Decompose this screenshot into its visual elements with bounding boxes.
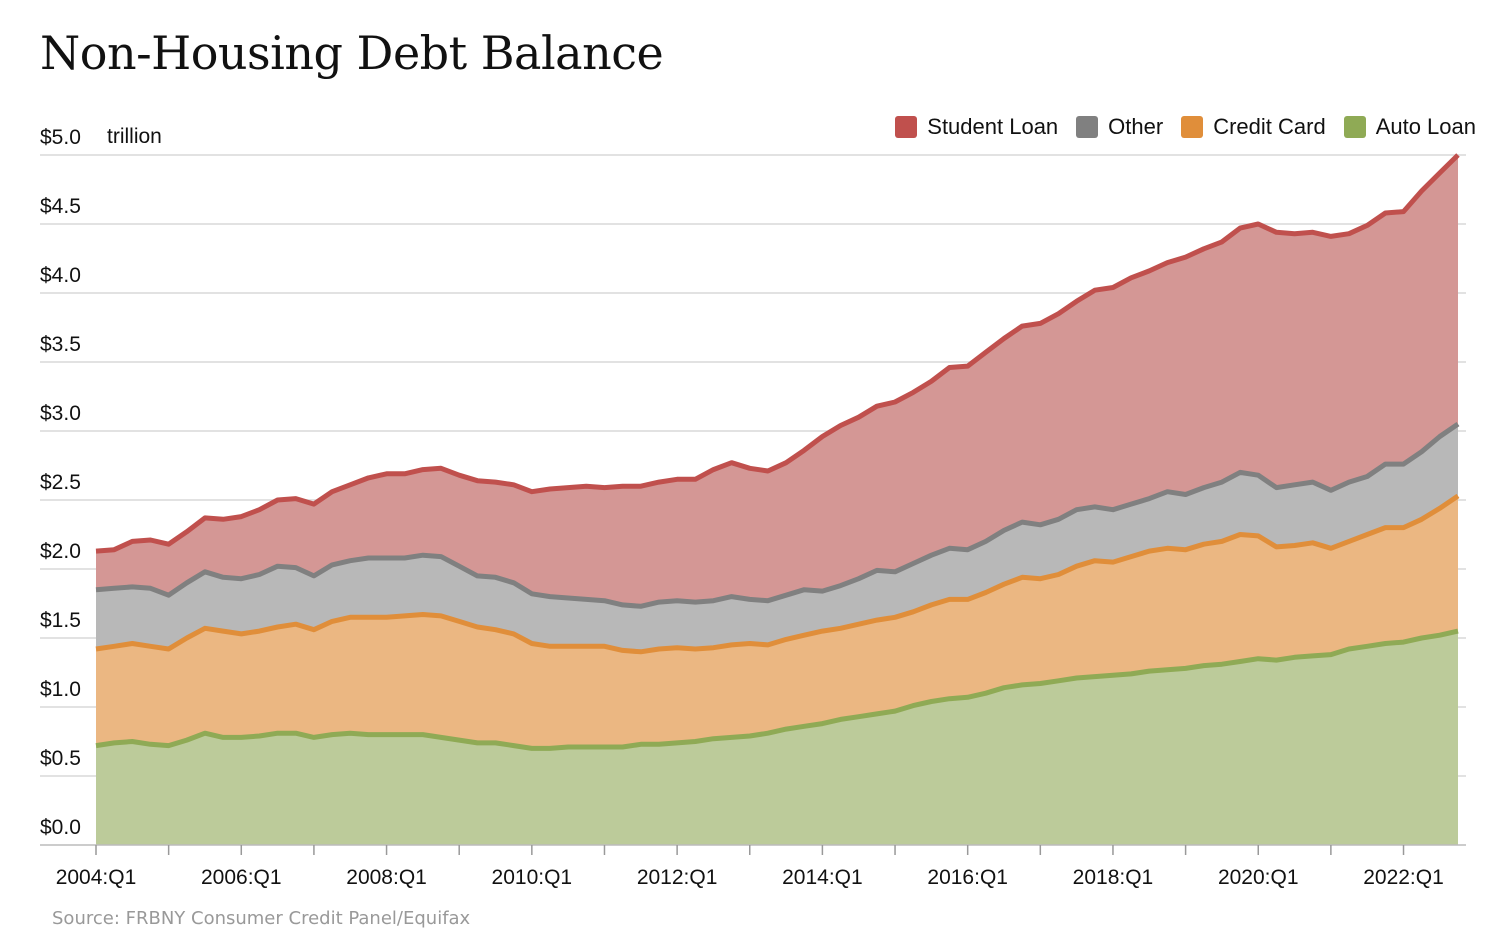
x-tick-label: 2018:Q1 (1073, 866, 1154, 889)
legend-item-student-loan: Student Loan (895, 114, 1058, 140)
legend-item-credit-card: Credit Card (1181, 114, 1326, 140)
y-tick-label: $0.0 (40, 816, 81, 839)
area-credit-card (96, 495, 1458, 749)
legend-swatch-other (1076, 116, 1099, 138)
legend-label-student-loan: Student Loan (927, 114, 1059, 139)
y-tick-label: $1.0 (40, 678, 81, 701)
legend-swatch-credit-card (1181, 116, 1204, 138)
legend: Student Loan Other Credit Card Auto Loan (895, 114, 1476, 140)
line-other (95, 422, 1460, 609)
legend-label-other: Other (1108, 114, 1164, 139)
x-tick-label: 2008:Q1 (346, 866, 427, 889)
y-tick-label: $0.5 (40, 747, 81, 770)
area-layers (96, 155, 1458, 845)
legend-label-credit-card: Credit Card (1213, 114, 1326, 139)
x-tick-label: 2022:Q1 (1363, 866, 1444, 889)
x-tick-label: 2004:Q1 (56, 866, 137, 889)
x-tick-label: 2020:Q1 (1218, 866, 1299, 889)
source-note: Source: FRBNY Consumer Credit Panel/Equi… (52, 908, 471, 929)
x-tick-label: 2012:Q1 (637, 866, 718, 889)
area-auto-loan (96, 631, 1458, 845)
y-tick-label: $5.0 (40, 126, 81, 149)
axes: $0.0 $0.5 $1.0 $1.5 $2.0 $2.5 $3.0 $3.5 $4.0 $4.5… (40, 126, 1466, 889)
legend-swatch-auto-loan (1343, 116, 1366, 138)
legend-swatch-student-loan (895, 116, 918, 138)
x-tick-label: 2016:Q1 (927, 866, 1008, 889)
area-other (96, 424, 1458, 652)
area-student-loan (96, 155, 1458, 607)
x-tick-label: 2014:Q1 (782, 866, 863, 889)
y-tick-label: $1.5 (40, 609, 81, 632)
line-credit-card (95, 493, 1460, 655)
x-tick-label: 2010:Q1 (492, 866, 573, 889)
series-lines (95, 153, 1460, 751)
line-student-loan (95, 153, 1460, 554)
legend-label-auto-loan: Auto Loan (1375, 114, 1476, 139)
y-tick-label: $3.5 (40, 333, 81, 356)
y-tick-label: $2.0 (40, 540, 81, 563)
legend-item-auto-loan: Auto Loan (1343, 114, 1476, 140)
y-tick-label: $3.0 (40, 402, 81, 425)
y-tick-label: $2.5 (40, 471, 81, 494)
y-unit-label: trillion (107, 125, 162, 148)
line-auto-loan (95, 628, 1459, 751)
legend-item-other: Other (1076, 114, 1163, 140)
y-tick-label: $4.0 (40, 264, 81, 287)
y-tick-label: $4.5 (40, 195, 81, 218)
chart-title: Non-Housing Debt Balance (40, 26, 664, 80)
x-tick-label: 2006:Q1 (201, 866, 282, 889)
